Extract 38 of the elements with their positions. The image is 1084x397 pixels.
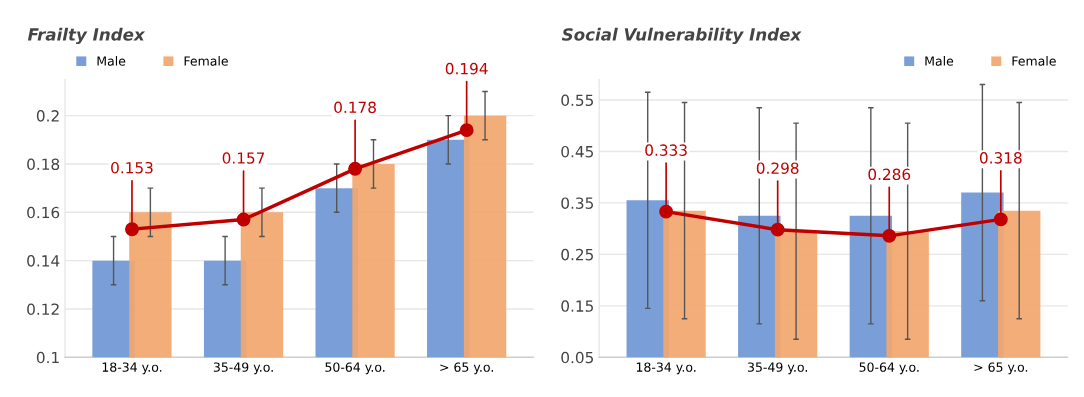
y-tick-label: 0.55 — [561, 94, 593, 107]
y-tick-label: 0.35 — [561, 197, 593, 209]
chart-title: Social Vulnerability Index — [561, 27, 802, 45]
data-label: 0.194 — [445, 62, 488, 75]
point — [459, 123, 474, 138]
x-tick-label: > 65 y.o. — [974, 362, 1028, 375]
y-tick-label: 0.16 — [27, 206, 60, 219]
x-tick-label: 35-49 y.o. — [747, 362, 807, 375]
y-tick-label: 0.12 — [27, 303, 59, 315]
chart-title: Frailty Index — [27, 27, 146, 45]
x-tick-label: 50-64 y.o. — [325, 362, 385, 375]
y-tick-label: 0.14 — [27, 255, 60, 267]
legend-label: Female — [184, 56, 228, 66]
x-tick-label: > 65 y.o. — [440, 362, 493, 375]
data-label: 0.157 — [222, 152, 265, 164]
point — [882, 228, 897, 243]
legend-label: Male — [925, 56, 954, 66]
data-label: 0.178 — [334, 101, 376, 114]
y-tick-label: 0.1 — [36, 351, 59, 364]
data-label: 0.318 — [979, 152, 1022, 164]
y-tick-label: 0.05 — [561, 351, 593, 364]
y-tick-label: 0.18 — [27, 158, 60, 170]
x-tick-label: 35-49 y.o. — [213, 362, 273, 375]
data-label: 0.153 — [111, 161, 153, 174]
x-tick-label: 50-64 y.o. — [859, 362, 919, 375]
data-label: 0.333 — [645, 144, 687, 156]
y-tick-label: 0.45 — [561, 145, 593, 158]
y-tick-label: 0.15 — [561, 300, 593, 312]
legend-label: Male — [97, 56, 126, 66]
y-tick-label: 0.2 — [36, 110, 59, 122]
data-label: 0.298 — [756, 162, 799, 174]
legend-label: Female — [1012, 56, 1056, 66]
x-tick-label: 18-34 y.o. — [636, 362, 696, 375]
y-tick-label: 0.25 — [561, 248, 593, 261]
point — [348, 161, 363, 176]
point — [236, 212, 251, 227]
x-tick-label: 18-34 y.o. — [102, 362, 162, 375]
data-label: 0.286 — [868, 168, 911, 181]
